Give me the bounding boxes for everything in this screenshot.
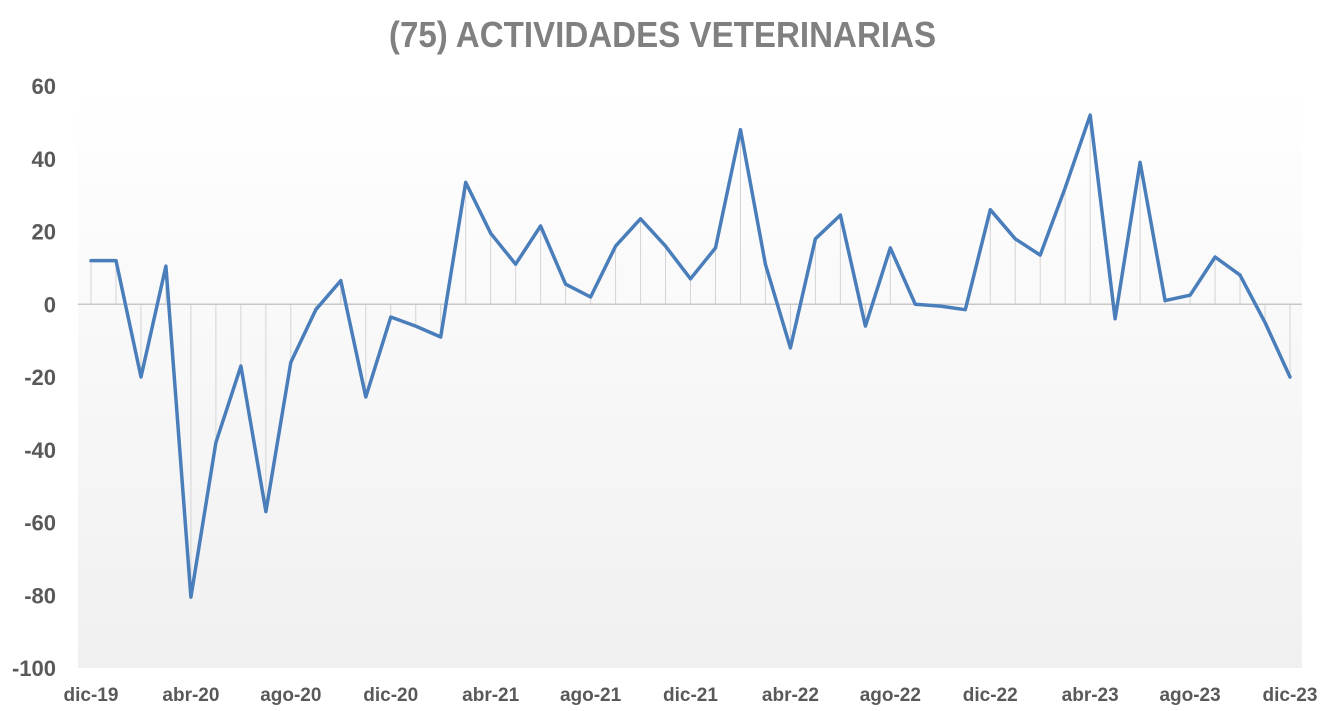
x-tick-label: abr-22: [762, 685, 819, 706]
y-tick-label: -60: [24, 511, 56, 536]
y-tick-label: 60: [32, 74, 56, 99]
y-tick-label: -20: [24, 365, 56, 390]
series-line: [89, 113, 1292, 599]
x-tick-label: abr-20: [162, 685, 219, 706]
x-tick-label: ago-23: [1159, 685, 1220, 706]
y-tick-label: -100: [12, 656, 56, 681]
y-tick-label: 40: [32, 147, 56, 172]
x-tick-label: ago-22: [860, 685, 921, 706]
x-tick-label: dic-20: [363, 685, 418, 706]
y-tick-label: -80: [24, 583, 56, 608]
y-tick-label: 20: [32, 220, 56, 245]
x-tick-label: dic-19: [64, 685, 119, 706]
plot-area: [78, 86, 1302, 668]
y-tick-label: -40: [24, 438, 56, 463]
x-tick-label: abr-21: [462, 685, 519, 706]
x-tick-label: dic-21: [663, 685, 718, 706]
chart-title: (75) ACTIVIDADES VETERINARIAS: [388, 14, 937, 55]
x-tick-label: abr-23: [1062, 685, 1119, 706]
x-tick-label: ago-21: [560, 685, 622, 706]
x-tick-label: ago-20: [260, 685, 321, 706]
y-tick-label: 0: [44, 292, 56, 317]
x-tick-label: dic-22: [963, 685, 1018, 706]
x-tick-label: dic-23: [1263, 685, 1318, 706]
